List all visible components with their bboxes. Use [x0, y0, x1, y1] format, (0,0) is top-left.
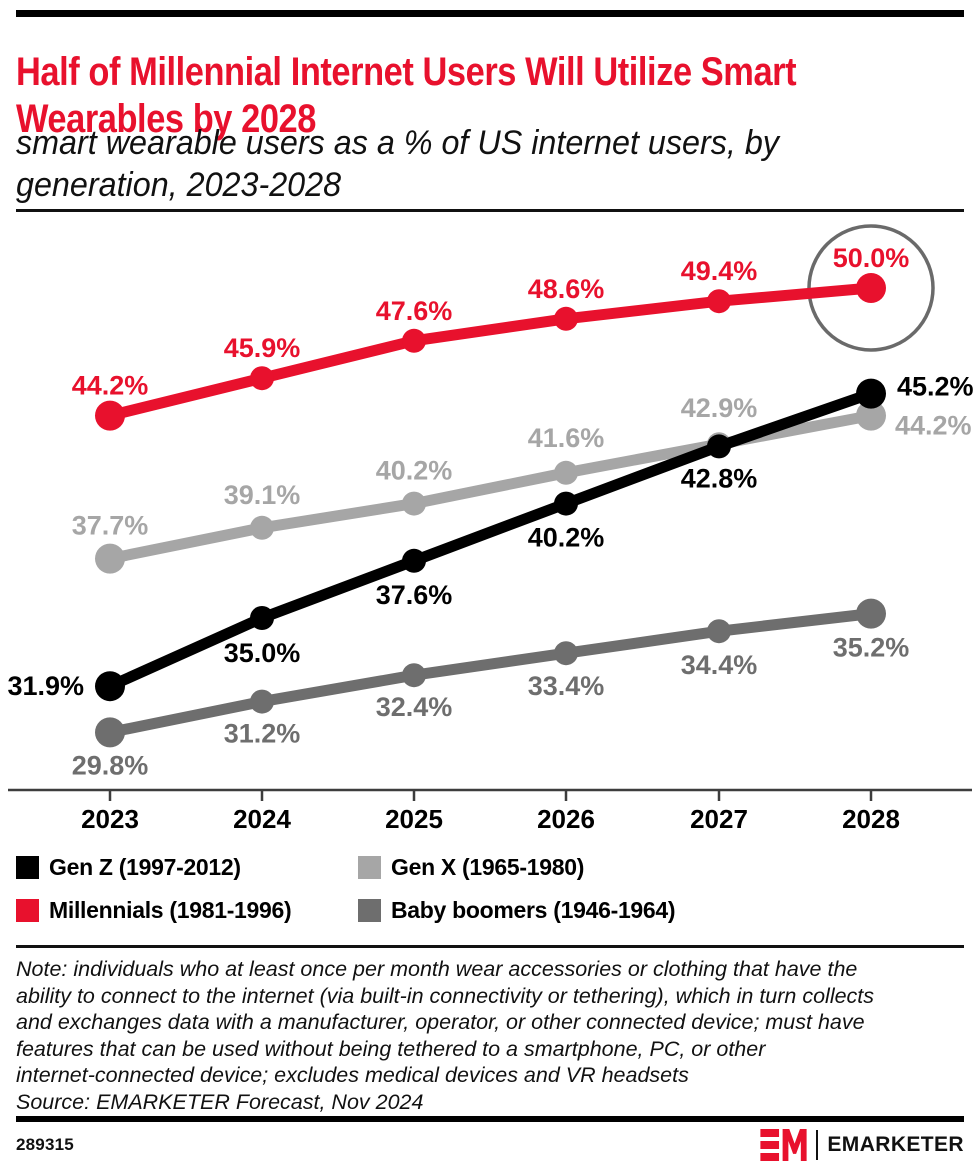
point-millennials-2027	[707, 289, 731, 314]
chart-area: 2023 2024 2025 2026 2027 2028 37.7% 39.1% 40.2% 4…	[0, 215, 980, 845]
label-genz-2028: 45.2%	[897, 372, 974, 402]
chart-id: 289315	[16, 1135, 74, 1154]
chart-line-millennials	[104, 282, 877, 422]
point-genz-2024	[250, 606, 274, 630]
point-genz-2025	[402, 548, 426, 573]
chart-legend: Gen Z (1997-2012) Gen X (1965-1980) Mill…	[16, 846, 972, 932]
legend-swatch-gen-z	[16, 856, 39, 879]
point-genx-2025	[402, 491, 426, 516]
legend-swatch-gen-x	[358, 856, 381, 879]
point-genz-2023	[95, 671, 125, 702]
label-millennials-2024: 45.9%	[224, 333, 301, 363]
point-genx-2024	[250, 515, 274, 540]
legend-item-millennials: Millennials (1981-1996)	[16, 897, 358, 924]
legend-swatch-baby-boomers	[358, 899, 381, 922]
note-block: Note: individuals who at least once per …	[16, 945, 964, 1115]
label-boomers-2027: 34.4%	[681, 650, 758, 680]
point-millennials-2026	[554, 306, 578, 331]
label-boomers-2024: 31.2%	[224, 719, 301, 749]
point-boomers-2025	[402, 663, 426, 688]
legend-label-gen-z: Gen Z (1997-2012)	[49, 854, 241, 880]
header-divider	[16, 209, 964, 212]
x-label-2023: 2023	[81, 804, 139, 834]
legend-label-gen-x: Gen X (1965-1980)	[391, 854, 585, 880]
x-label-2024: 2024	[233, 804, 291, 834]
label-millennials-2027: 49.4%	[681, 256, 758, 286]
x-label-2028: 2028	[842, 804, 900, 834]
em-logo-icon	[760, 1129, 808, 1161]
label-genx-2027: 42.9%	[681, 393, 758, 423]
label-genx-2025: 40.2%	[376, 456, 453, 486]
point-boomers-2023	[95, 717, 125, 748]
legend-label-baby-boomers: Baby boomers (1946-1964)	[391, 897, 676, 923]
chart-line-boomers	[104, 608, 877, 738]
label-millennials-2026: 48.6%	[528, 274, 605, 304]
label-boomers-2025: 32.4%	[376, 692, 453, 722]
label-genz-2026: 40.2%	[528, 523, 605, 553]
label-genx-2024: 39.1%	[224, 480, 301, 510]
point-genx-2028	[856, 400, 886, 431]
point-boomers-2026	[554, 641, 578, 666]
legend-item-baby-boomers: Baby boomers (1946-1964)	[358, 897, 972, 924]
point-genz-2026	[554, 491, 578, 516]
page-title: Half of Millennial Internet Users Will U…	[16, 49, 797, 141]
label-genx-2023: 37.7%	[72, 511, 149, 541]
footer-bar: 289315 EMARKETER	[16, 1116, 964, 1161]
label-boomers-2028: 35.2%	[833, 633, 910, 663]
label-boomers-2026: 33.4%	[528, 671, 605, 701]
note-text: Note: individuals who at least once per …	[16, 957, 875, 1087]
brand-name: EMARKETER	[827, 1133, 964, 1156]
legend-swatch-millennials	[16, 899, 39, 922]
point-genz-2028	[856, 378, 886, 409]
top-accent-bar	[16, 10, 964, 17]
chart-line-genz	[104, 388, 877, 692]
label-genz-2027: 42.8%	[681, 463, 758, 493]
chart-svg: 2023 2024 2025 2026 2027 2028 37.7% 39.1% 40.2% 4…	[7, 224, 974, 834]
label-boomers-2023: 29.8%	[72, 750, 149, 780]
brand-divider	[816, 1130, 819, 1160]
point-boomers-2024	[250, 689, 274, 714]
point-genz-2027	[707, 434, 731, 459]
label-genz-2025: 37.6%	[376, 580, 453, 610]
point-boomers-2027	[707, 619, 731, 644]
brand-logo: EMARKETER	[760, 1129, 964, 1161]
x-label-2025: 2025	[385, 804, 443, 834]
label-millennials-2025: 47.6%	[376, 296, 453, 326]
label-genx-2028: 44.2%	[895, 411, 972, 441]
label-genx-2026: 41.6%	[528, 423, 605, 453]
chart-subtitle: smart wearable users as a % of US intern…	[16, 124, 779, 204]
label-millennials-2028: 50.0%	[833, 243, 910, 273]
label-genz-2024: 35.0%	[224, 638, 301, 668]
legend-item-gen-z: Gen Z (1997-2012)	[16, 854, 358, 881]
source-text: Source: EMARKETER Forecast, Nov 2024	[16, 1089, 424, 1114]
point-boomers-2028	[856, 598, 886, 629]
x-label-2027: 2027	[690, 804, 748, 834]
point-millennials-2024	[250, 366, 274, 391]
label-genz-2023: 31.9%	[7, 671, 84, 701]
legend-item-gen-x: Gen X (1965-1980)	[358, 854, 972, 881]
point-millennials-2025	[402, 328, 426, 353]
label-millennials-2023: 44.2%	[72, 371, 149, 401]
point-millennials-2028	[856, 273, 886, 303]
legend-label-millennials: Millennials (1981-1996)	[49, 897, 292, 923]
x-label-2026: 2026	[537, 804, 595, 834]
point-genx-2026	[554, 460, 578, 485]
point-millennials-2023	[95, 400, 125, 431]
point-genx-2023	[95, 543, 125, 574]
